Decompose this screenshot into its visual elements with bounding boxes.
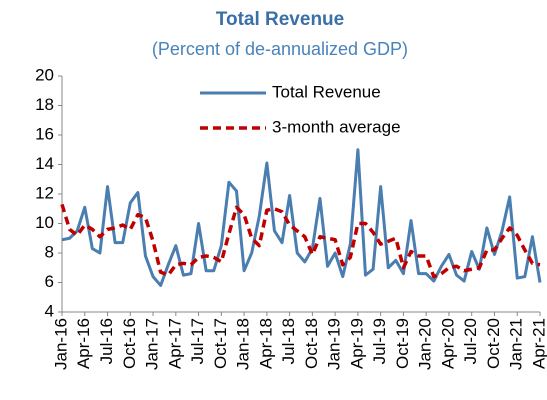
series-line [60, 203, 541, 279]
y-tick-label: 16 [35, 124, 54, 143]
x-tick-label: Jul-17 [188, 318, 207, 364]
x-tick-label: Jan-16 [51, 318, 70, 370]
y-tick-label: 14 [35, 154, 54, 173]
x-tick-label: Jul-18 [279, 318, 298, 364]
x-tick-label: Apr-17 [165, 318, 184, 369]
x-tick-label: Jan-20 [416, 318, 435, 370]
chart-title: Total Revenue [216, 9, 344, 30]
legend-label: Total Revenue [272, 82, 381, 101]
y-tick-label: 18 [35, 95, 54, 114]
y-tick-label: 12 [35, 183, 54, 202]
legend-label: 3-month average [272, 117, 401, 136]
x-tick-label: Jan-19 [325, 318, 344, 370]
x-tick-label: Jul-20 [461, 318, 480, 364]
x-tick-label: Apr-19 [347, 318, 366, 369]
x-tick-label: Apr-16 [74, 318, 93, 369]
x-tick-label: Apr-20 [438, 318, 457, 369]
x-tick-label: Oct-18 [302, 318, 321, 369]
x-tick-label: Jan-17 [143, 318, 162, 370]
x-tick-label: Jul-16 [97, 318, 116, 364]
x-tick-label: Jan-21 [507, 318, 526, 370]
x-tick-label: Jan-18 [234, 318, 253, 370]
y-tick-label: 10 [35, 213, 54, 232]
x-tick-label: Apr-18 [256, 318, 275, 369]
series-line [61, 148, 542, 287]
x-tick-label: Oct-17 [211, 318, 230, 369]
y-tick-label: 8 [45, 242, 54, 261]
x-tick-label: Oct-20 [484, 318, 503, 369]
y-tick-label: 20 [35, 65, 54, 84]
x-tick-label: Jul-19 [370, 318, 389, 364]
x-tick-label: Oct-16 [120, 318, 139, 369]
x-tick-label: Apr-21 [529, 318, 547, 369]
chart-subtitle: (Percent of de-annualized GDP) [152, 39, 408, 59]
x-tick-label: Oct-19 [393, 318, 412, 369]
y-tick-label: 4 [45, 301, 54, 320]
y-tick-label: 6 [45, 272, 54, 291]
